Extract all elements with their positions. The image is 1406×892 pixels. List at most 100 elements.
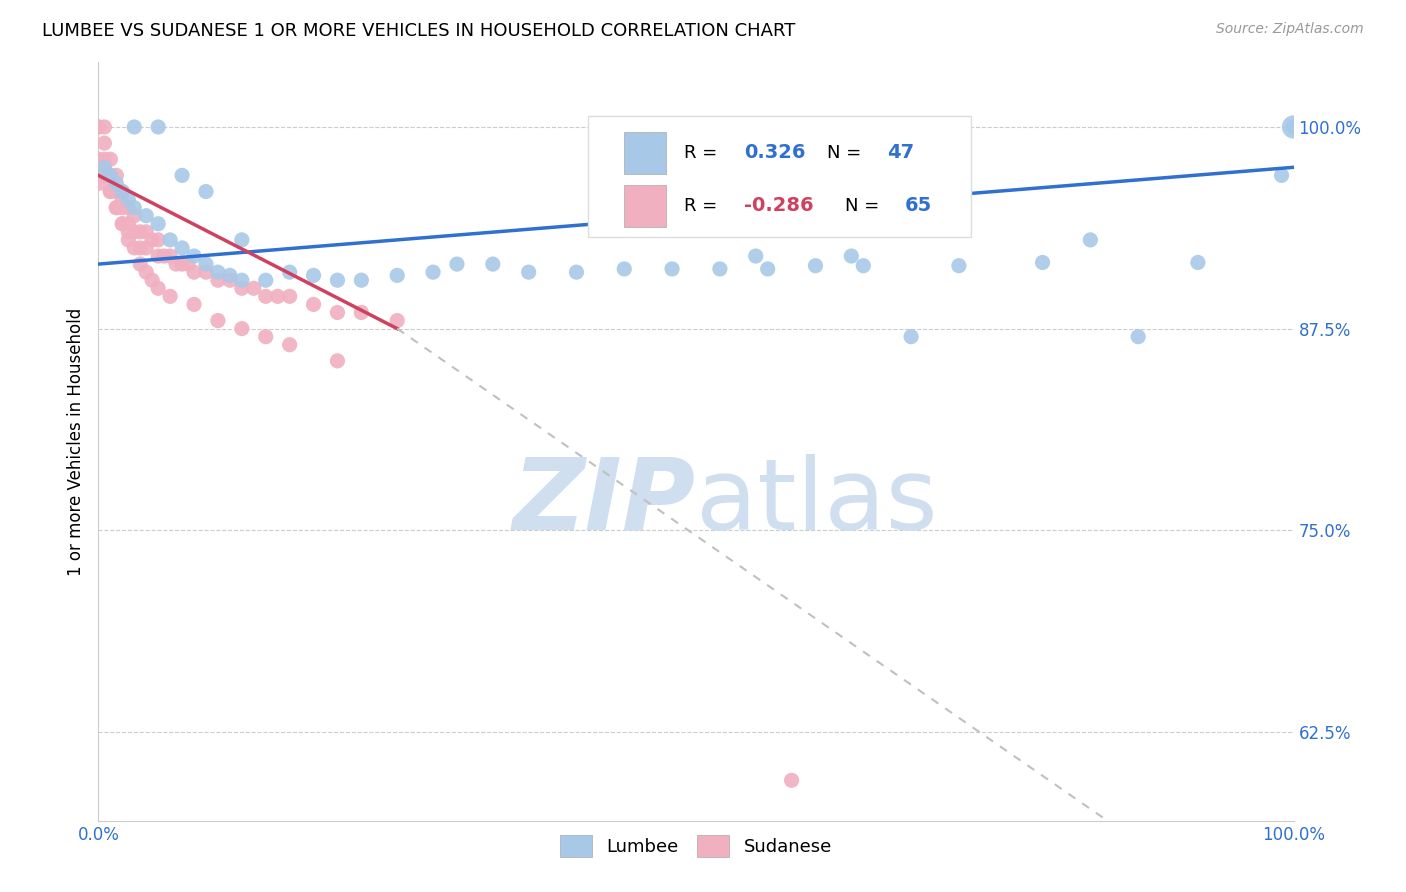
Point	[1187, 255, 1209, 269]
Point	[93, 169, 115, 183]
Point	[98, 153, 122, 167]
Point	[481, 257, 505, 271]
Point	[207, 273, 229, 287]
Point	[159, 289, 181, 303]
Point	[117, 225, 139, 239]
Point	[709, 261, 731, 276]
Point	[183, 297, 205, 311]
Text: 0.326: 0.326	[744, 144, 806, 162]
Point	[302, 297, 325, 311]
Point	[183, 265, 205, 279]
Point	[93, 136, 115, 150]
Point	[105, 177, 128, 191]
Point	[1282, 120, 1305, 134]
Point	[278, 337, 301, 351]
Point	[148, 233, 170, 247]
Point	[153, 249, 176, 263]
Point	[129, 257, 152, 271]
FancyBboxPatch shape	[624, 132, 666, 174]
Y-axis label: 1 or more Vehicles in Household: 1 or more Vehicles in Household	[66, 308, 84, 575]
Point	[1271, 169, 1294, 183]
FancyBboxPatch shape	[624, 185, 666, 227]
Point	[129, 241, 152, 255]
Point	[231, 233, 253, 247]
Point	[172, 241, 194, 255]
Point	[517, 265, 540, 279]
Point	[219, 268, 242, 283]
FancyBboxPatch shape	[589, 115, 972, 236]
Point	[350, 305, 373, 319]
Point	[141, 273, 163, 287]
Text: R =: R =	[685, 144, 723, 161]
Point	[111, 201, 134, 215]
Point	[117, 193, 139, 207]
Point	[117, 233, 139, 247]
Point	[172, 169, 194, 183]
Point	[98, 185, 122, 199]
Point	[105, 169, 128, 183]
Point	[1032, 255, 1054, 269]
Point	[159, 233, 181, 247]
Point	[385, 268, 409, 283]
Point	[780, 773, 803, 788]
Point	[756, 261, 779, 276]
Point	[183, 249, 205, 263]
Point	[148, 249, 170, 263]
Point	[267, 289, 290, 303]
Point	[177, 257, 200, 271]
Point	[111, 217, 134, 231]
Point	[111, 217, 134, 231]
Point	[231, 281, 253, 295]
Text: Source: ZipAtlas.com: Source: ZipAtlas.com	[1216, 22, 1364, 37]
Point	[105, 185, 128, 199]
Point	[129, 225, 152, 239]
Point	[948, 259, 970, 273]
Point	[350, 273, 373, 287]
Point	[93, 153, 115, 167]
Point	[231, 273, 253, 287]
Text: ZIP: ZIP	[513, 454, 696, 550]
Point	[159, 249, 181, 263]
Point	[135, 209, 157, 223]
Point	[98, 169, 122, 183]
Point	[195, 265, 218, 279]
Text: R =: R =	[685, 197, 723, 215]
Point	[135, 265, 157, 279]
Point	[446, 257, 468, 271]
Point	[385, 313, 409, 327]
Point	[613, 261, 636, 276]
Text: -0.286: -0.286	[744, 196, 814, 215]
Point	[105, 201, 128, 215]
Text: LUMBEE VS SUDANESE 1 OR MORE VEHICLES IN HOUSEHOLD CORRELATION CHART: LUMBEE VS SUDANESE 1 OR MORE VEHICLES IN…	[42, 22, 796, 40]
Point	[124, 120, 146, 134]
Text: 47: 47	[887, 144, 914, 162]
Point	[93, 169, 115, 183]
Point	[326, 273, 349, 287]
Point	[117, 217, 139, 231]
Point	[117, 201, 139, 215]
Point	[231, 321, 253, 335]
Point	[661, 261, 683, 276]
Point	[852, 259, 875, 273]
Point	[98, 185, 122, 199]
Point	[148, 120, 170, 134]
Point	[124, 209, 146, 223]
Point	[326, 354, 349, 368]
Point	[111, 185, 134, 199]
Text: N =: N =	[845, 197, 886, 215]
Point	[98, 169, 122, 183]
Point	[254, 329, 277, 343]
Point	[326, 305, 349, 319]
Point	[195, 185, 218, 199]
Point	[124, 241, 146, 255]
Point	[243, 281, 266, 295]
Point	[254, 273, 277, 287]
Point	[207, 265, 229, 279]
Point	[254, 289, 277, 303]
Point	[87, 120, 110, 134]
Text: 65: 65	[905, 196, 932, 215]
Point	[422, 265, 444, 279]
Point	[219, 273, 242, 287]
Point	[207, 313, 229, 327]
Point	[124, 225, 146, 239]
